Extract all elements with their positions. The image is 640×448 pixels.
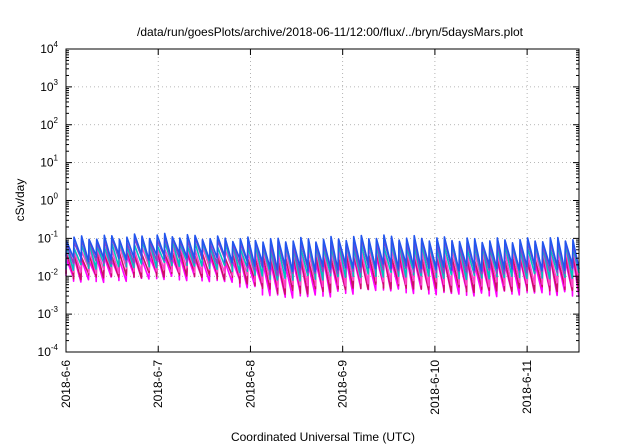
y-tick-label: 102 (40, 116, 58, 132)
x-tick-label: 2018-6-9 (336, 360, 350, 408)
y-axis-label: cSv/day (13, 179, 27, 222)
y-tick-label: 103 (40, 78, 58, 94)
x-tick-label: 2018-6-7 (151, 360, 165, 408)
x-tick-label: 2018-6-10 (428, 360, 442, 415)
y-tick-label: 101 (40, 154, 58, 170)
series-group (65, 232, 580, 299)
grid (66, 49, 579, 352)
chart-title: /data/run/goesPlots/archive/2018-06-11/1… (137, 25, 524, 39)
series-line (65, 232, 580, 273)
x-tick-label: 2018-6-6 (59, 360, 73, 408)
x-axis-label: Coordinated Universal Time (UTC) (231, 430, 415, 444)
y-tick-label: 104 (40, 40, 58, 56)
x-tick-label: 2018-6-8 (243, 360, 257, 408)
axes: 10-4 10-3 10-2 10-1 100 101 102 103 104 2018-6-6 2… (38, 40, 579, 415)
y-tick-label: 10-4 (38, 343, 59, 359)
y-tick-label: 100 (40, 192, 58, 208)
x-tick-label: 2018-6-11 (520, 360, 534, 414)
y-tick-label: 10-2 (38, 267, 59, 283)
y-tick-label: 10-3 (38, 305, 59, 321)
y-tick-label: 10-1 (38, 229, 59, 245)
